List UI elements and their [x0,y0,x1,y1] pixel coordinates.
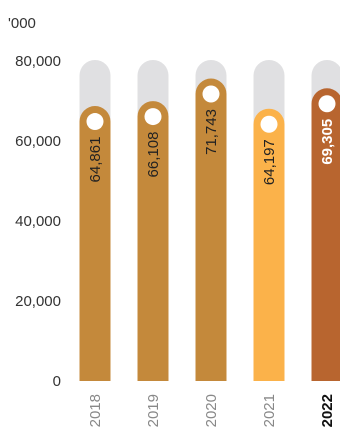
bar-marker [202,85,220,103]
y-tick-label: 0 [53,373,61,390]
x-tick-label: 2020 [203,394,220,427]
y-tick-label: 60,000 [15,133,61,150]
x-tick-label: 2022 [319,394,336,427]
bar-marker [318,95,336,113]
y-tick-label: 80,000 [15,53,61,70]
x-tick-label: 2021 [261,394,278,427]
bar-value-label: 64,197 [261,139,278,185]
bar-2021[interactable] [253,108,285,382]
bar-2019[interactable] [137,101,169,381]
bar-marker [86,113,104,131]
y-tick-label: 40,000 [15,213,61,230]
bar-2022[interactable] [311,88,340,381]
bar-marker [144,108,162,126]
bar-value-label: 69,305 [319,119,336,165]
y-axis-unit-label: '000 [8,15,36,32]
x-tick-label: 2018 [87,394,104,427]
bar-value-label: 66,108 [145,132,162,178]
bar-2018[interactable] [79,106,111,381]
y-tick-label: 20,000 [15,293,61,310]
bar-value-label: 71,743 [203,109,220,155]
bar-value-label: 64,861 [87,137,104,183]
bar-marker [260,115,278,133]
x-tick-label: 2019 [145,394,162,427]
bar-2020[interactable] [195,78,227,381]
